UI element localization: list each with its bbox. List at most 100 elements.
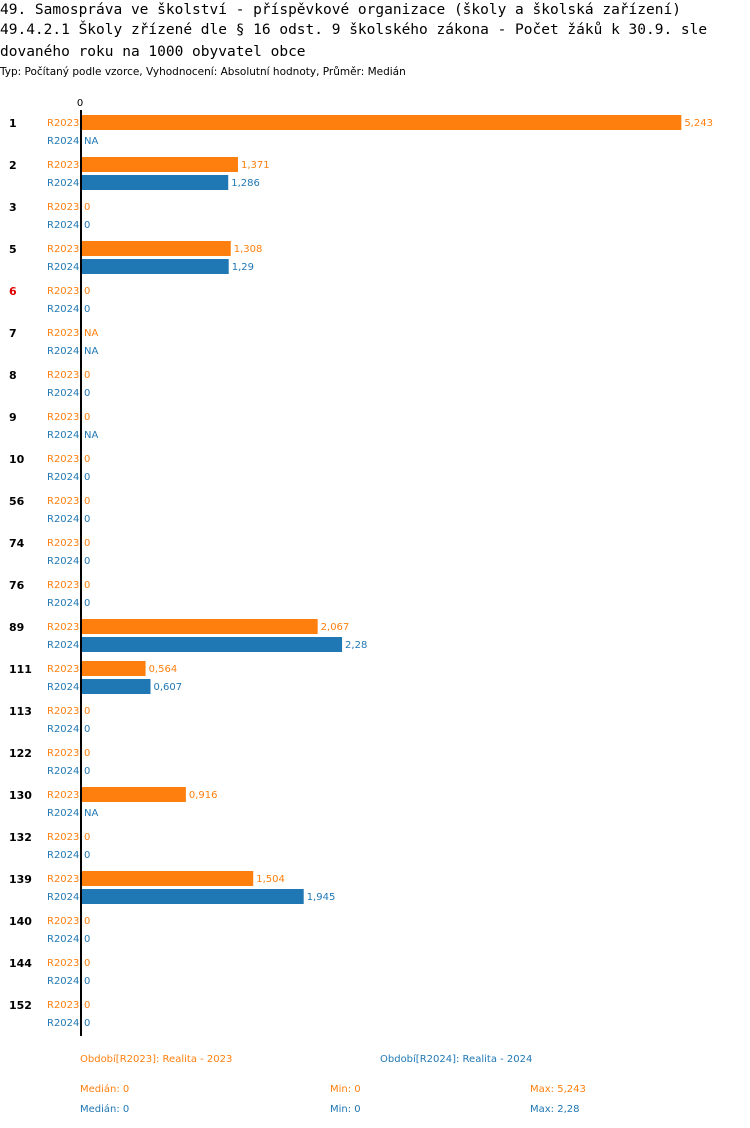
category-label: 10 [9,453,25,466]
data-label: 0 [84,388,90,399]
series-label: R2023 [47,664,79,675]
data-label: 5,243 [684,118,713,129]
bar-r2023 [81,241,231,256]
series-label: R2023 [47,538,79,549]
category-label: 111 [9,663,32,676]
data-label: NA [84,346,98,357]
series-label: R2024 [47,682,79,693]
series-label: R2024 [47,850,79,861]
data-label: 2,28 [345,640,367,651]
series-label: R2023 [47,412,79,423]
bar-r2023 [81,619,318,634]
series-label: R2024 [47,304,79,315]
data-label: 0 [84,412,90,423]
series-label: R2023 [47,328,79,339]
data-label: 0 [84,832,90,843]
chart-title-line-1: 49. Samospráva ve školství - příspěvkové… [0,2,681,18]
series-label: R2023 [47,286,79,297]
category-label: 3 [9,201,17,214]
data-label: 0 [84,202,90,213]
data-label: 1,371 [241,160,270,171]
data-label: 0 [84,766,90,777]
category-label: 2 [9,159,17,172]
data-label: 0 [84,580,90,591]
axis-zero-label: 0 [77,98,83,109]
series-label: R2023 [47,454,79,465]
bar-r2024 [81,175,229,190]
series-label: R2023 [47,118,79,129]
series-label: R2023 [47,874,79,885]
category-label: 130 [9,789,32,802]
series-label: R2024 [47,472,79,483]
data-label: 0 [84,850,90,861]
category-label: 6 [9,285,17,298]
series-label: R2024 [47,724,79,735]
series-label: R2024 [47,556,79,567]
data-label: 1,945 [307,892,336,903]
series-label: R2023 [47,706,79,717]
series-label: R2024 [47,262,79,273]
category-label: 5 [9,243,17,256]
category-label: 74 [9,537,25,550]
data-label: 0 [84,538,90,549]
data-label: 0 [84,958,90,969]
category-label: 9 [9,411,17,424]
series-label: R2024 [47,976,79,987]
series-label: R2023 [47,370,79,381]
series-label: R2023 [47,580,79,591]
bar-r2023 [81,115,682,130]
series-label: R2023 [47,790,79,801]
series-label: R2024 [47,892,79,903]
bar-r2024 [81,679,151,694]
series-label: R2024 [47,430,79,441]
category-label: 152 [9,999,32,1012]
series-label: R2023 [47,958,79,969]
series-label: R2024 [47,346,79,357]
data-label: 0 [84,472,90,483]
data-label: NA [84,136,98,147]
data-label: 1,308 [234,244,263,255]
bar-r2023 [81,157,238,172]
data-label: 0 [84,916,90,927]
category-label: 140 [9,915,32,928]
data-label: 0 [84,1000,90,1011]
stat-max-r2024: Max: 2,28 [530,1104,580,1115]
data-label: NA [84,808,98,819]
series-label: R2024 [47,388,79,399]
category-label: 132 [9,831,32,844]
stat-median-r2024: Medián: 0 [80,1104,130,1115]
data-label: 0 [84,286,90,297]
data-label: 0 [84,514,90,525]
stat-min-r2023: Min: 0 [330,1084,361,1095]
chart-title-line-2: 49.4.2.1 Školy zřízené dle § 16 odst. 9 … [0,22,708,38]
data-label: 0 [84,496,90,507]
series-label: R2024 [47,220,79,231]
category-label: 8 [9,369,17,382]
category-label: 7 [9,327,17,340]
series-label: R2023 [47,202,79,213]
data-label: 0 [84,370,90,381]
bar-r2024 [81,637,343,652]
series-label: R2024 [47,598,79,609]
series-label: R2023 [47,1000,79,1011]
bar-r2024 [81,889,304,904]
series-label: R2023 [47,748,79,759]
series-label: R2024 [47,640,79,651]
chart-subtitle: Typ: Počítaný podle vzorce, Vyhodnocení:… [0,66,406,78]
category-label: 139 [9,873,32,886]
data-label: 1,29 [232,262,254,273]
category-label: 89 [9,621,24,634]
series-label: R2023 [47,832,79,843]
data-label: 0 [84,976,90,987]
legend-r2024: Období[R2024]: Realita - 2024 [380,1054,533,1065]
bar-r2023 [81,661,146,676]
series-label: R2024 [47,766,79,777]
data-label: 0,564 [149,664,178,675]
stat-median-r2023: Medián: 0 [80,1084,130,1095]
data-label: 0 [84,220,90,231]
data-label: 2,067 [321,622,350,633]
series-label: R2023 [47,496,79,507]
data-label: 0,607 [154,682,183,693]
category-label: 122 [9,747,32,760]
